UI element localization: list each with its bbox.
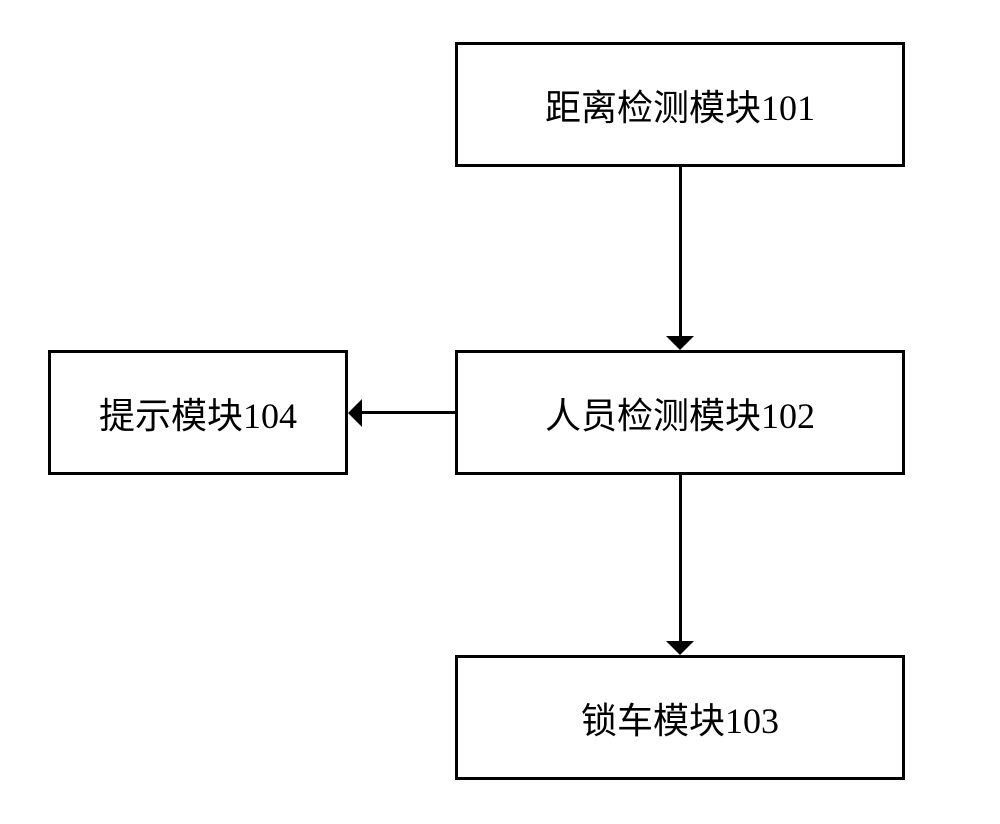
arrow-down-icon — [666, 641, 694, 655]
node-person-detection: 人员检测模块102 — [455, 350, 905, 475]
node-label: 人员检测模块102 — [545, 387, 815, 439]
node-prompt: 提示模块104 — [48, 350, 348, 475]
edge-line — [679, 475, 682, 643]
node-label: 提示模块104 — [99, 387, 297, 439]
arrow-down-icon — [666, 336, 694, 350]
node-label: 距离检测模块101 — [545, 79, 815, 131]
edge-line — [679, 167, 682, 338]
edge-line — [360, 411, 455, 414]
arrow-left-icon — [348, 399, 362, 427]
node-label: 锁车模块103 — [581, 692, 779, 744]
node-lock: 锁车模块103 — [455, 655, 905, 780]
flowchart-canvas: 距离检测模块101 提示模块104 人员检测模块102 锁车模块103 — [0, 0, 1000, 824]
node-distance-detection: 距离检测模块101 — [455, 42, 905, 167]
